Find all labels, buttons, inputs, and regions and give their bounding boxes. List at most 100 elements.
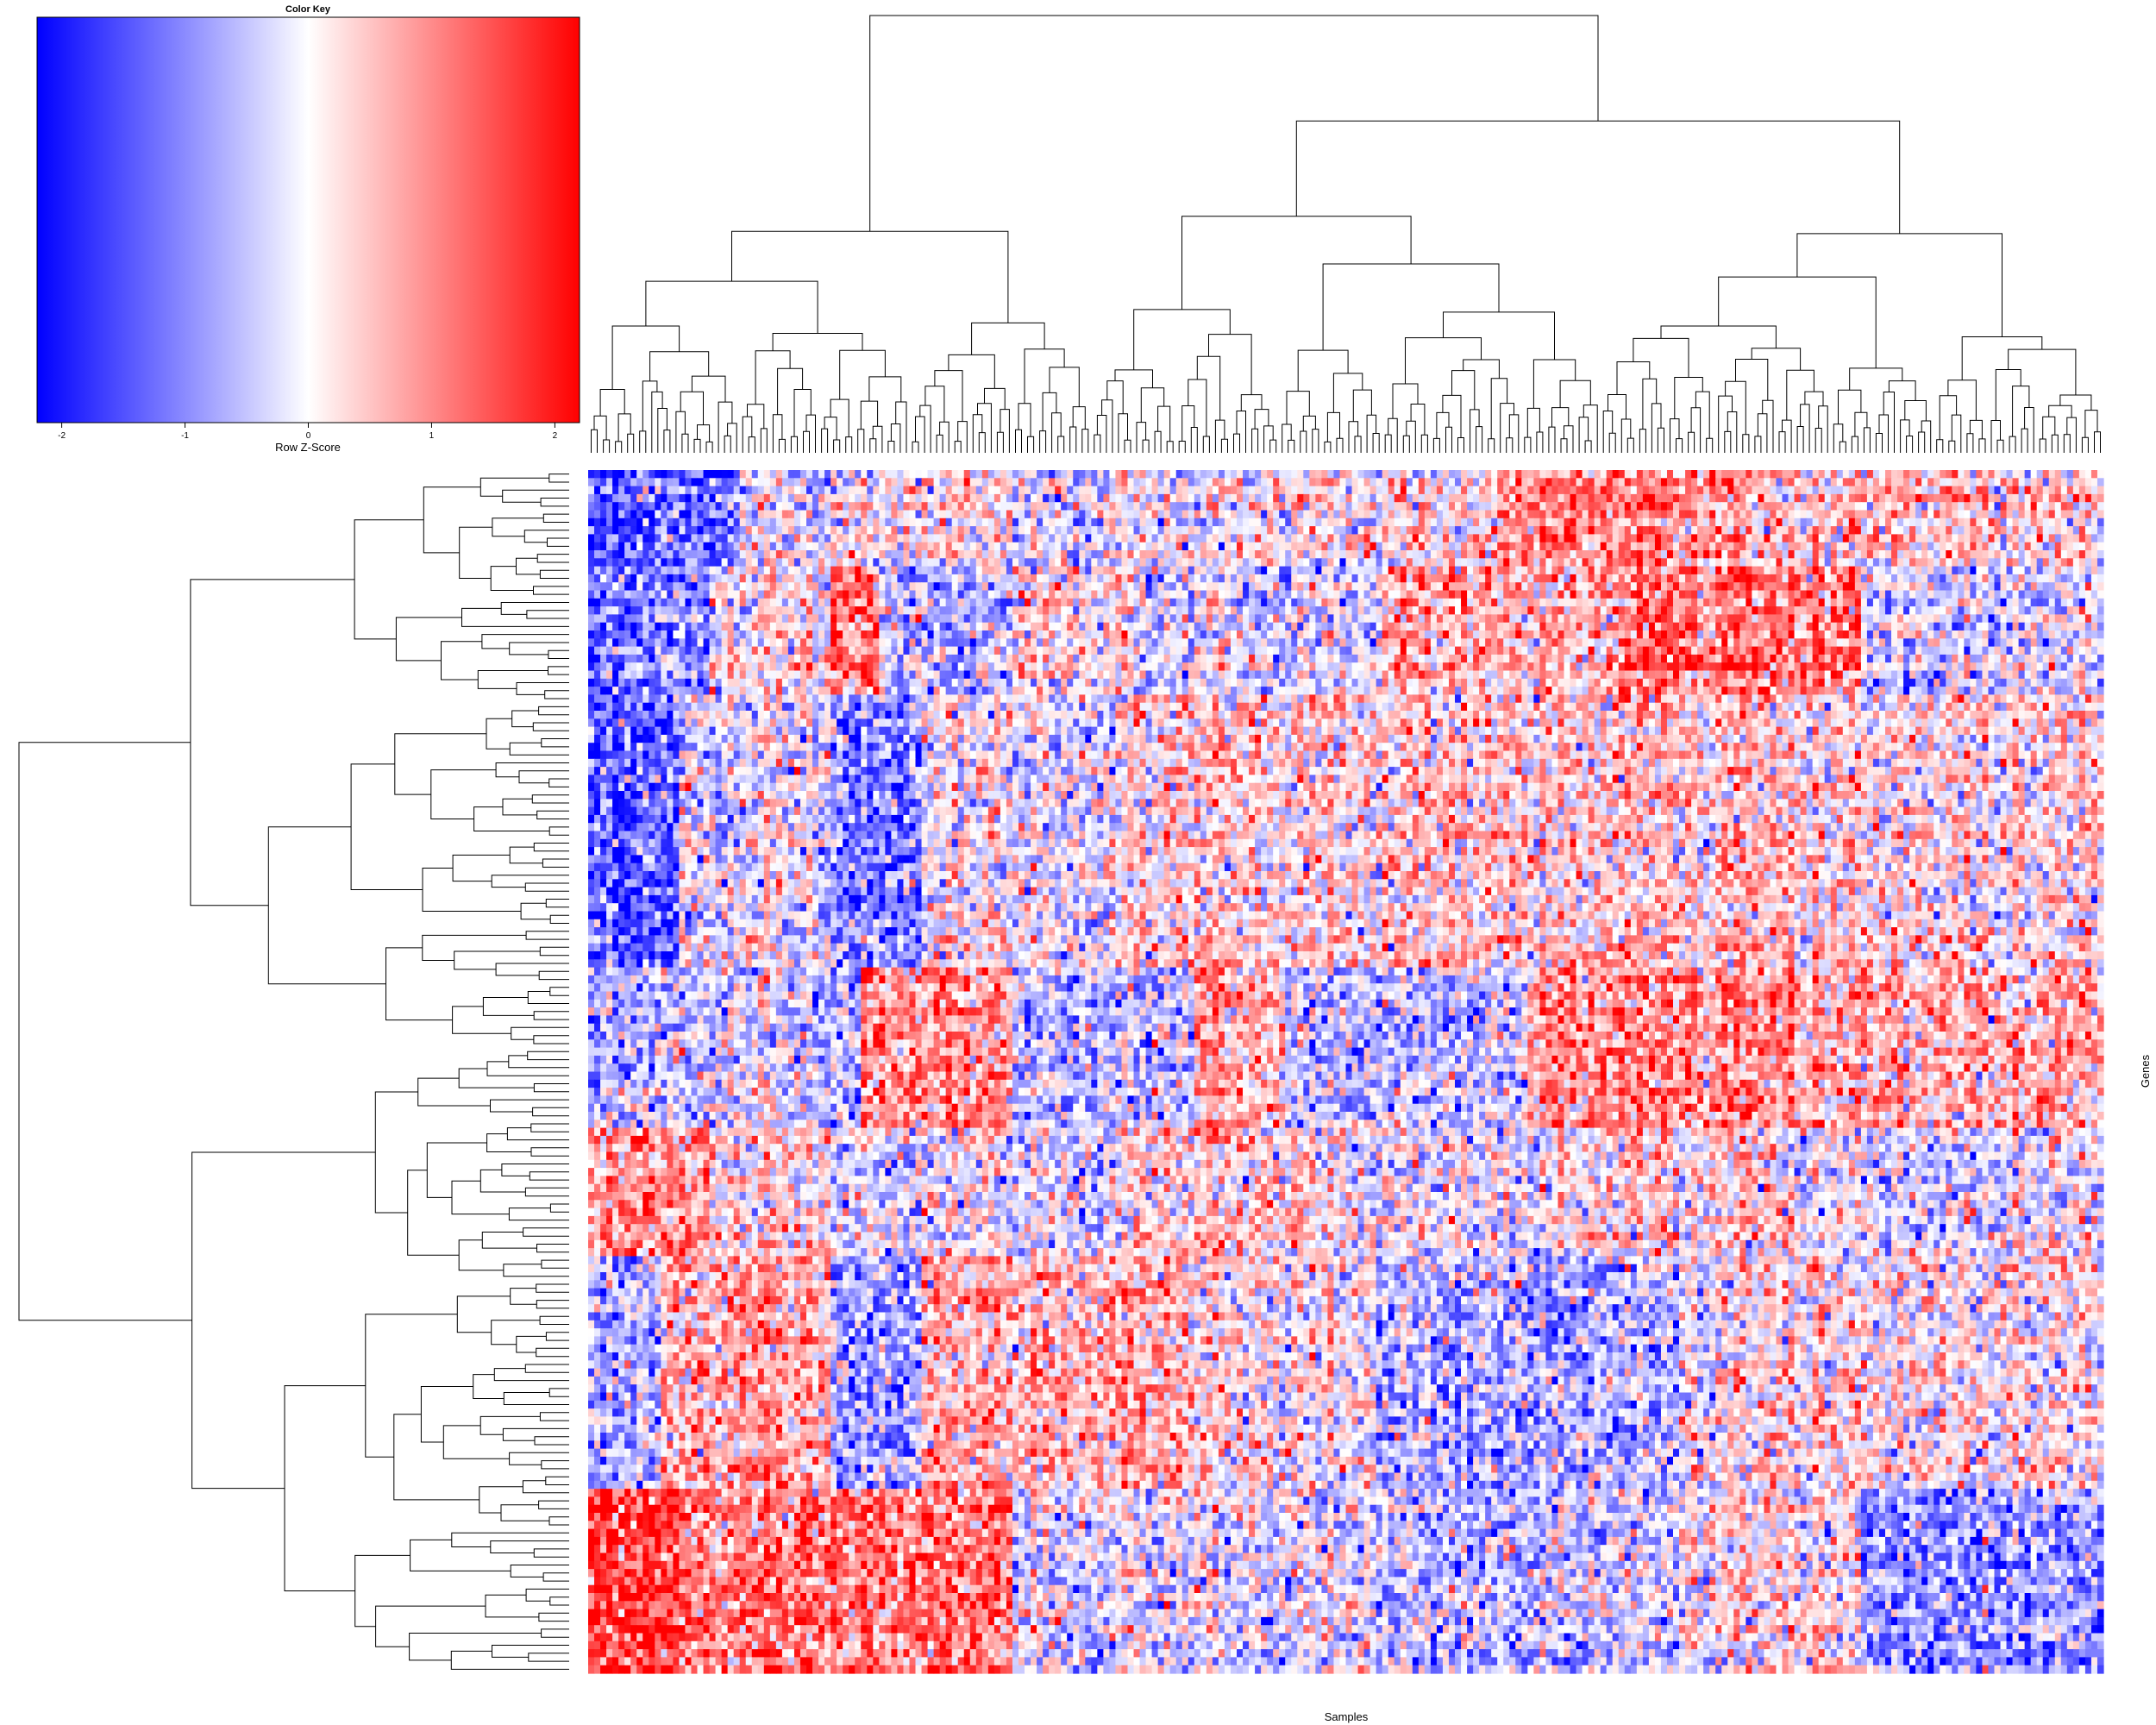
column-dendrogram-branch	[1016, 430, 1022, 453]
heatmap-cell	[934, 470, 941, 479]
row-dendrogram-branch	[534, 1036, 569, 1044]
heatmap-cell	[861, 470, 868, 479]
row-dendrogram-branch	[540, 1316, 569, 1324]
heatmap-cell	[1152, 470, 1159, 479]
column-dendrogram-branch	[1633, 338, 1689, 377]
heatmap-cell	[1055, 470, 1062, 479]
heatmap-cell	[1140, 478, 1147, 486]
row-dendrogram-branch	[541, 499, 569, 506]
color-key-tick-label: 0	[306, 431, 311, 441]
column-dendrogram-branch	[1288, 440, 1294, 453]
heatmap-cell	[716, 470, 723, 479]
column-dendrogram-branch	[870, 16, 1598, 231]
column-dendrogram-branch	[1182, 406, 1194, 442]
row-dendrogram-branch	[540, 1413, 569, 1421]
heatmap-cell	[818, 470, 825, 479]
row-dendrogram-branch	[536, 1301, 569, 1308]
heatmap-cell	[1206, 470, 1213, 479]
heatmap-cell	[1855, 470, 1862, 479]
column-dendrogram-branch	[1560, 380, 1590, 407]
column-dendrogram-branch	[1952, 415, 1961, 453]
heatmap-cell	[2067, 470, 2074, 479]
column-dendrogram-branch	[972, 323, 1045, 354]
column-dendrogram-branch	[646, 281, 818, 333]
heatmap-cell	[1631, 470, 1638, 479]
column-dendrogram-branch	[794, 390, 811, 437]
column-dendrogram-branch	[1179, 442, 1185, 454]
heatmap-cell	[1533, 470, 1540, 479]
heatmap-cell	[1279, 478, 1286, 486]
heatmap-cell	[1443, 470, 1450, 479]
heatmap-cell	[1297, 478, 1304, 486]
column-dendrogram-branch	[1583, 405, 1597, 453]
row-dendrogram-branch	[549, 474, 569, 482]
heatmap-cell	[636, 478, 643, 486]
row-dendrogram-branch	[451, 1651, 569, 1669]
column-dendrogram-branch	[1115, 370, 1153, 388]
heatmap-cell	[1376, 478, 1383, 486]
heatmap-cell	[1721, 470, 1728, 479]
heatmap-cell	[1358, 478, 1365, 486]
heatmap-cell	[1243, 470, 1250, 479]
heatmap-cell	[824, 470, 831, 479]
row-dendrogram-branch	[546, 1477, 569, 1484]
row-dendrogram-branch	[550, 988, 569, 995]
column-dendrogram-branch	[761, 429, 767, 453]
column-dendrogram-branch	[1058, 436, 1064, 453]
heatmap-cell	[1927, 470, 1934, 479]
row-dendrogram-branch	[454, 951, 541, 969]
column-dendrogram-branch	[1997, 440, 2003, 453]
column-dendrogram-branch	[861, 401, 877, 430]
heatmap-cell	[740, 470, 747, 479]
row-dendrogram-branch	[531, 1148, 569, 1156]
column-dendrogram-branch	[1905, 401, 1927, 422]
heatmap-cell	[1025, 470, 1031, 479]
column-dendrogram-branch	[1367, 415, 1376, 453]
heatmap-cell	[1073, 470, 1080, 479]
column-dendrogram-branch	[958, 422, 968, 453]
heatmap-cell	[1339, 470, 1346, 479]
column-dendrogram-branch	[1617, 362, 1650, 395]
row-dendrogram-branch	[285, 1386, 366, 1591]
heatmap-cell	[734, 470, 741, 479]
column-dendrogram-branch	[2095, 432, 2101, 453]
heatmap-cell	[1152, 478, 1159, 486]
heatmap-cell	[1043, 478, 1050, 486]
heatmap-cell	[1170, 470, 1177, 479]
heatmap-cell	[1995, 470, 2002, 479]
column-dendrogram-branch	[1755, 436, 1761, 453]
column-dendrogram-branch	[1819, 406, 1828, 453]
heatmap-cell	[1637, 470, 1644, 479]
row-dendrogram-branch	[492, 1320, 540, 1345]
heatmap-cell	[612, 470, 619, 479]
row-dendrogram-branch	[459, 1069, 534, 1088]
column-dendrogram-branch	[1489, 439, 1495, 453]
heatmap-cell	[1382, 470, 1389, 479]
heatmap-cell	[2073, 470, 2080, 479]
column-dendrogram-branch	[1608, 395, 1626, 420]
heatmap-cell	[594, 478, 601, 486]
heatmap-cell	[1715, 470, 1722, 479]
row-dendrogram-branch	[492, 518, 543, 536]
heatmap-cell	[1182, 478, 1189, 486]
row-dendrogram-branch	[507, 1128, 569, 1140]
heatmap-cell	[1479, 470, 1486, 479]
row-dendrogram-branch	[550, 1597, 569, 1605]
row-dendrogram-branch	[511, 1027, 569, 1039]
row-dendrogram-branch	[546, 1333, 569, 1340]
column-dendrogram-branch	[1537, 432, 1543, 453]
row-dendrogram-branch	[548, 538, 570, 546]
heatmap-cell	[1073, 478, 1080, 486]
heatmap-cell	[1425, 470, 1432, 479]
heatmap-cell	[1861, 470, 1868, 479]
column-dendrogram-branch	[1609, 433, 1615, 453]
heatmap-cell	[1231, 478, 1238, 486]
heatmap-cell	[1988, 470, 1995, 479]
column-dendrogram-branch	[1119, 414, 1128, 453]
column-dendrogram-branch	[1325, 442, 1331, 453]
column-dendrogram-branch	[682, 434, 688, 453]
row-dendrogram-branch	[431, 770, 496, 819]
row-dendrogram-branch	[462, 608, 570, 626]
heatmap-cell	[1745, 470, 1752, 479]
column-dendrogram-branch	[955, 442, 961, 453]
